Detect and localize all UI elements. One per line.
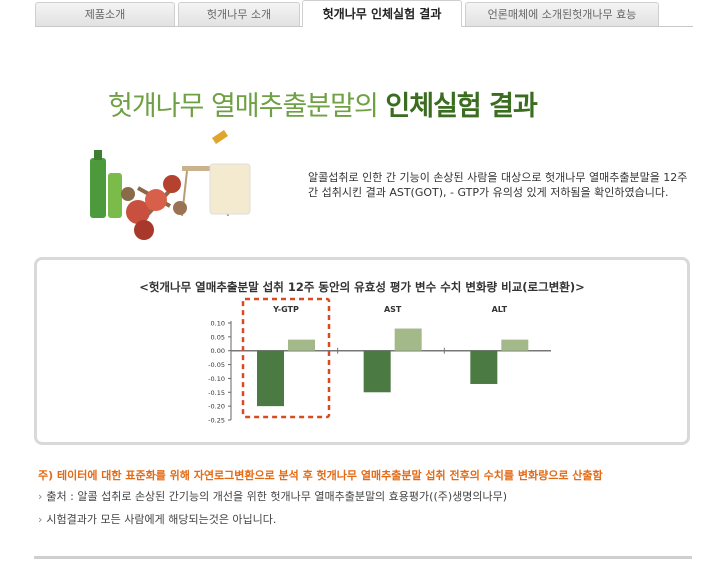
- bottom-divider: [34, 556, 692, 559]
- category-label-alt: ALT: [492, 305, 508, 314]
- note-text: 시험결과가 모든 사람에게 해당되는것은 아닙니다.: [46, 513, 277, 526]
- y-tick-label: 0.10: [211, 320, 225, 328]
- category-label-y-gtp: Y-GTP: [272, 305, 299, 314]
- category-label-ast: AST: [384, 305, 402, 314]
- tab-product-intro[interactable]: 제품소개: [35, 2, 175, 26]
- headline-part2: 인체실험 결과: [385, 91, 537, 122]
- tab-label: 제품소개: [84, 8, 126, 21]
- lab-illustration: [52, 118, 302, 246]
- tab-media-coverage[interactable]: 언론매체에 소개된헛개나무 효능: [465, 2, 659, 26]
- y-tick-label: -0.15: [208, 389, 225, 397]
- y-tick-label: -0.05: [208, 361, 225, 369]
- tab-label: 언론매체에 소개된헛개나무 효능: [487, 8, 637, 21]
- note-source: › 출처 : 알콜 섭취로 손상된 간기능의 개선을 위한 헛개나무 열매추출분말…: [38, 488, 698, 504]
- y-tick-label: -0.25: [208, 417, 225, 425]
- y-tick-label: 0.00: [211, 347, 225, 355]
- bar-chart: 0.10 0.05 0.00 -0.05 -0.10 -0.15 -0.20 -0.25 Y-G…: [208, 297, 551, 425]
- tab-label: 헛개나무 소개: [206, 8, 272, 21]
- note-text: 출처 : 알콜 섭취로 손상된 간기능의 개선을 위한 헛개나무 열매추출분말의…: [46, 490, 508, 503]
- note-head: 주) 테이터에 대한 표준화를 위해 자연로그변환으로 분석 후 헛개나무 열매…: [38, 469, 603, 482]
- y-tick-label: -0.10: [208, 375, 225, 383]
- notes-section: 주) 테이터에 대한 표준화를 위해 자연로그변환으로 분석 후 헛개나무 열매…: [38, 467, 698, 534]
- tab-human-test-results[interactable]: 헛개나무 인체실험 결과: [302, 0, 462, 27]
- chart-panel: <헛개나무 열매추출분말 섭취 12주 동안의 유효성 평가 변수 수치 변화량…: [34, 257, 690, 445]
- y-tick-label: -0.20: [208, 403, 225, 411]
- bar-alt-positive: [501, 339, 529, 351]
- tab-bar: 제품소개 헛개나무 소개 헛개나무 인체실험 결과 언론매체에 소개된헛개나무 …: [35, 0, 693, 27]
- bar-ast-positive: [394, 328, 422, 351]
- highlight-box: [241, 297, 331, 419]
- description-text: 알콜섭취로 인한 간 기능이 손상된 사람을 대상으로 헛개나무 열매추출분말을…: [308, 171, 688, 199]
- tab-label: 헛개나무 인체실험 결과: [322, 7, 442, 21]
- arrow-right-icon: ›: [38, 513, 43, 526]
- page-headline: 헛개나무 열매추출분말의 인체실험 결과: [108, 84, 538, 123]
- note-disclaimer: › 시험결과가 모든 사람에게 해당되는것은 아닙니다.: [38, 511, 698, 527]
- bar-ast-negative: [363, 350, 391, 393]
- tab-hovenia-intro[interactable]: 헛개나무 소개: [178, 2, 300, 26]
- y-tick-label: 0.05: [211, 333, 225, 341]
- headline-part1: 헛개나무 열매추출분말의: [108, 91, 386, 122]
- bar-y-gtp-negative: [257, 350, 284, 407]
- arrow-right-icon: ›: [38, 490, 43, 503]
- chart-title: <헛개나무 열매추출분말 섭취 12주 동안의 유효성 평가 변수 수치 변화량…: [139, 280, 585, 294]
- bar-y-gtp-positive: [288, 339, 315, 351]
- bar-alt-negative: [470, 350, 498, 384]
